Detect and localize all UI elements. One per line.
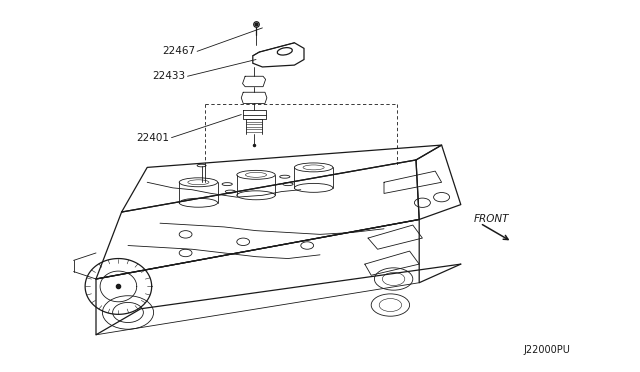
Text: J22000PU: J22000PU — [524, 345, 571, 355]
Text: 22433: 22433 — [152, 71, 186, 81]
Text: FRONT: FRONT — [474, 215, 509, 224]
Text: 22401: 22401 — [136, 133, 170, 142]
Text: 22467: 22467 — [162, 46, 195, 56]
